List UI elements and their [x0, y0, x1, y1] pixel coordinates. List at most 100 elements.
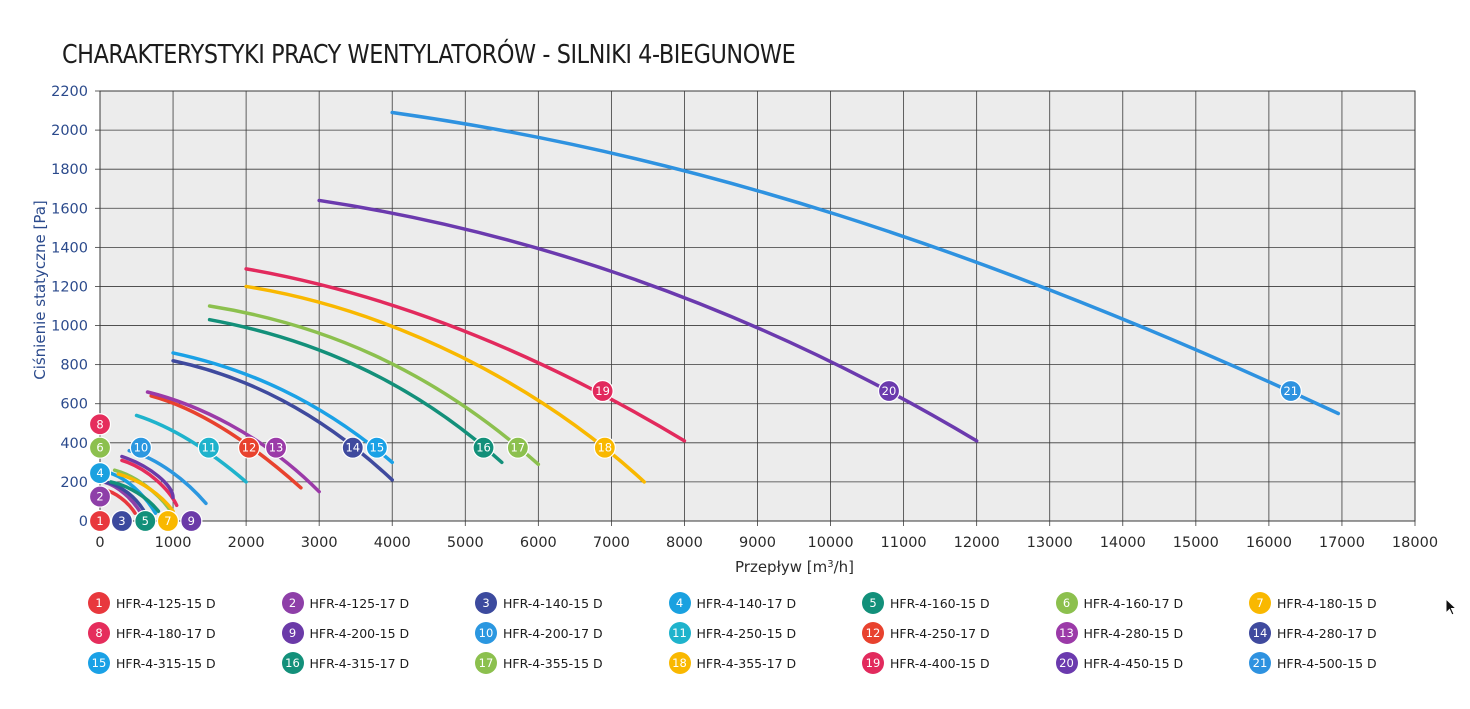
curve-marker-18: 18: [593, 436, 616, 459]
legend-label: HFR-4-400-15 D: [890, 655, 990, 671]
legend-badge: 4: [668, 592, 691, 614]
curve-marker-number: 18: [597, 441, 612, 455]
curve-4: [105, 470, 158, 515]
legend-item-4: 4 HFR-4-140-17 D: [668, 592, 796, 614]
curve-15: [171, 351, 394, 465]
y-axis-ticks: 0 200 400 600 800 1000 1200 1400 1600 1800 2000 220…: [51, 84, 100, 530]
legend-badge: 1: [88, 592, 110, 614]
y-tick-label: 1400: [51, 240, 88, 256]
legend-item-11: 11 HFR-4-250-15 D: [668, 622, 797, 644]
legend-item-14: 14 HFR-4-280-17 D: [1249, 622, 1377, 644]
legend-item-1: 1 HFR-4-125-15 D: [88, 592, 216, 614]
curve-marker-badge: [134, 509, 157, 533]
x-axis-ticks: 0 1000 2000 3000 4000 5000 6000 7000 8000 9000 100…: [95, 521, 1438, 551]
curve-marker-number: 12: [242, 441, 257, 455]
curve-marker-number: 16: [476, 441, 491, 455]
legend-item-9: 9 HFR-4-200-15 D: [281, 622, 410, 644]
legend-label: HFR-4-250-17 D: [890, 625, 990, 641]
y-tick-label: 400: [60, 436, 88, 452]
legend-badge: 17: [475, 652, 497, 674]
legend-item-3: 3 HFR-4-140-15 D: [475, 592, 603, 614]
curve-marker-number: 21: [1283, 384, 1298, 398]
legend-badge: 5: [862, 592, 884, 614]
curve-marker-16: 16: [472, 436, 495, 459]
curve-marker-badge: [156, 509, 180, 533]
legend-label: HFR-4-200-15 D: [309, 625, 410, 641]
legend-badge: 13: [1055, 622, 1078, 644]
legend-label: HFR-4-250-15 D: [696, 625, 797, 641]
curve-marker-number: 4: [96, 466, 103, 480]
legend-label: HFR-4-200-17 D: [503, 625, 603, 641]
curve-marker-9: 9: [180, 509, 203, 533]
legend-label: HFR-4-180-17 D: [116, 625, 216, 641]
legend-badge: 20: [1055, 652, 1078, 674]
x-tick-label: 14000: [1100, 535, 1146, 551]
x-tick-label: 12000: [954, 535, 1000, 551]
curve-marker-badge: [506, 436, 529, 459]
y-tick-label: 2000: [51, 123, 88, 139]
x-tick-label: 6000: [520, 535, 557, 551]
x-tick-label: 13000: [1027, 535, 1073, 551]
y-tick-label: 600: [60, 397, 88, 413]
legend-badge: 21: [1249, 652, 1271, 674]
curve-19: [244, 267, 687, 443]
curve-marker-number: 10: [134, 441, 149, 455]
curve-marker-10: 10: [129, 436, 153, 459]
curve-marker-number: 8: [96, 417, 103, 431]
curve-marker-badge: [88, 413, 112, 436]
curve-marker-badge: [365, 436, 388, 459]
curve-marker-number: 13: [269, 441, 284, 455]
curve-marker-number: 9: [188, 514, 195, 528]
curve-marker-15: 15: [365, 436, 388, 459]
legend-badge: 7: [1249, 592, 1271, 614]
legend-label: HFR-4-125-15 D: [116, 595, 216, 611]
curve-marker-number: 7: [164, 514, 171, 528]
curve-13: [145, 390, 321, 494]
curve-5: [109, 480, 161, 513]
curve-marker-number: 20: [882, 384, 897, 398]
curve-marker-13: 13: [264, 436, 288, 459]
curve-marker-6: 6: [88, 436, 112, 459]
legend-label: HFR-4-280-17 D: [1277, 625, 1377, 641]
legend-label: HFR-4-280-15 D: [1083, 625, 1184, 641]
curve-7: [116, 472, 175, 513]
y-tick-label: 0: [79, 514, 88, 530]
legend-item-12: 12 HFR-4-250-17 D: [862, 622, 990, 644]
legend-item-18: 18 HFR-4-355-17 D: [668, 652, 796, 674]
curve-marker-badge: [593, 436, 616, 459]
legend-item-16: 16 HFR-4-315-17 D: [281, 652, 409, 674]
curve-marker-2: 2: [88, 485, 112, 508]
curve-marker-4: 4: [88, 462, 112, 485]
legend-badge: 2: [281, 592, 304, 614]
curve-marker-5: 5: [134, 509, 157, 533]
legend-badge: 15: [88, 652, 110, 674]
y-tick-label: 1600: [51, 201, 88, 217]
curve-8: [120, 458, 179, 508]
curve-marker-badge: [129, 436, 153, 459]
grid-lines: [99, 90, 1416, 522]
legend-item-7: 7 HFR-4-180-15 D: [1249, 592, 1377, 614]
y-tick-label: 800: [60, 358, 88, 374]
legend-item-6: 6 HFR-4-160-17 D: [1055, 592, 1183, 614]
legend-badge: 11: [668, 622, 691, 644]
y-tick-label: 200: [60, 475, 88, 491]
x-tick-label: 5000: [447, 535, 484, 551]
curve-marker-number: 17: [511, 441, 526, 455]
legend-item-17: 17 HFR-4-355-15 D: [475, 652, 603, 674]
legend-badge: 9: [281, 622, 304, 644]
x-tick-label: 8000: [666, 535, 703, 551]
x-tick-label: 10000: [807, 535, 853, 551]
legend-badge: 3: [475, 592, 497, 614]
curve-marker-badge: [1279, 379, 1302, 403]
legend-item-15: 15 HFR-4-315-15 D: [88, 652, 216, 674]
curve-marker-badge: [180, 509, 203, 533]
curve-marker-badge: [877, 379, 901, 403]
curve-marker-number: 3: [118, 514, 125, 528]
curve-marker-number: 6: [96, 441, 103, 455]
curve-marker-1: 1: [88, 509, 112, 533]
x-tick-label: 4000: [374, 535, 411, 551]
curve-12: [149, 394, 303, 490]
curve-marker-11: 11: [197, 436, 220, 459]
x-tick-label: 18000: [1392, 535, 1438, 551]
mouse-cursor-icon: [1445, 598, 1458, 616]
